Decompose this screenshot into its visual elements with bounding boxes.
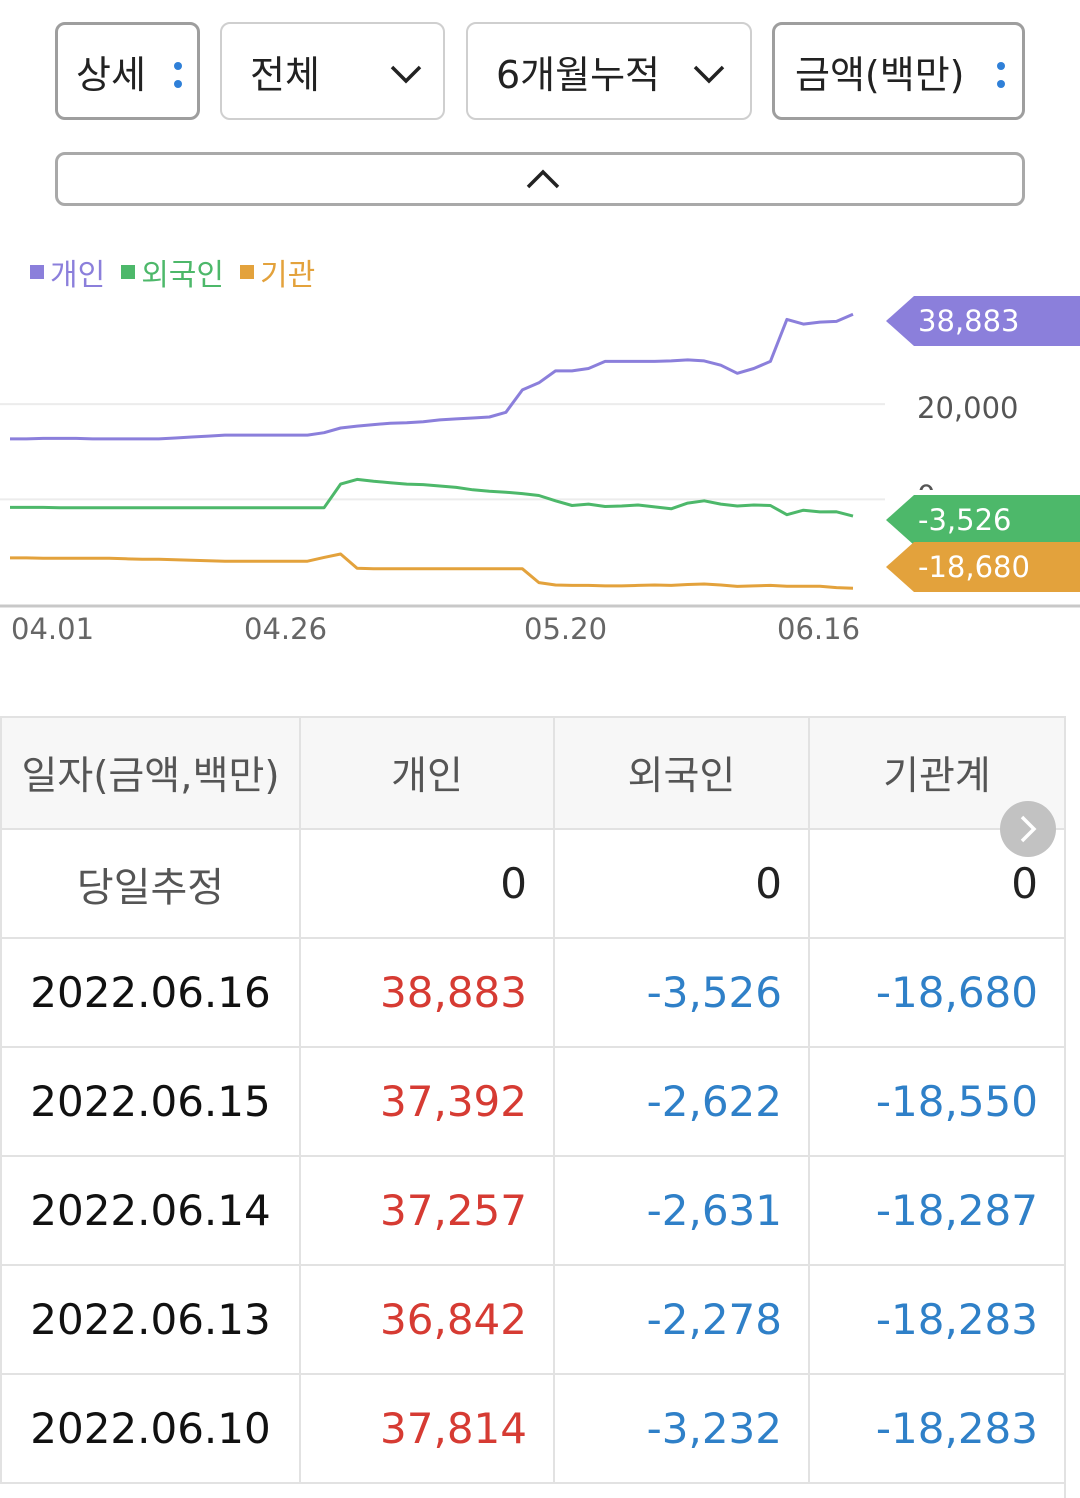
chevron-right-icon	[1020, 815, 1037, 843]
foreign-cell: -3,526	[553, 937, 810, 1048]
y-tick-label: 20,000	[917, 391, 1019, 425]
institution-cell: -18,550	[808, 1046, 1066, 1157]
chevron-down-icon	[390, 65, 422, 84]
foreign-cell: -2,631	[553, 1155, 810, 1266]
table-row: 2022.06.14 37,257 -2,631 -18,287	[0, 1155, 1066, 1266]
table-edge	[1064, 716, 1080, 1498]
table-row-today: 당일추정 0 0 0	[0, 828, 1066, 939]
legend-swatch	[240, 265, 255, 279]
legend-label: 외국인	[141, 258, 225, 293]
personal-cell: 37,814	[299, 1373, 555, 1484]
table-row: 2022.06.13 36,842 -2,278 -18,283	[0, 1264, 1066, 1375]
table-row: 2022.06.10 37,814 -3,232 -18,283	[0, 1373, 1066, 1484]
x-tick-label: 05.20	[524, 612, 608, 646]
end-value-tag-foreign: -3,526	[886, 495, 1080, 545]
personal-cell: 0	[299, 828, 555, 939]
foreign-cell: 0	[553, 828, 810, 939]
chevron-down-icon	[693, 65, 725, 84]
end-value-tag-institution: -18,680	[886, 542, 1080, 592]
period-label: 6개월누적	[496, 52, 661, 97]
institution-cell: -18,287	[808, 1155, 1066, 1266]
next-columns-button[interactable]	[1000, 801, 1056, 857]
foreign-cell: -3,232	[553, 1373, 810, 1484]
foreign-cell: -2,278	[553, 1264, 810, 1375]
table-header-row: 일자(금액,백만) 개인 외국인 기관계	[0, 716, 1066, 830]
unit-menu-button[interactable]: 금액(백만)	[772, 22, 1025, 120]
chevron-up-icon	[526, 169, 560, 189]
header-date: 일자(금액,백만)	[0, 716, 301, 830]
series-line-1	[10, 477, 854, 518]
x-tick-label: 04.26	[244, 612, 328, 646]
category-dropdown[interactable]: 전체	[220, 22, 445, 120]
unit-label: 금액(백만)	[795, 52, 965, 97]
date-cell: 2022.06.10	[0, 1373, 301, 1484]
series-line-2	[10, 552, 854, 590]
header-personal: 개인	[299, 716, 555, 830]
x-tick-label: 04.01	[11, 612, 95, 646]
y-tick-label: 0	[917, 478, 935, 490]
legend-swatch	[121, 265, 136, 279]
date-cell: 2022.06.14	[0, 1155, 301, 1266]
date-cell: 2022.06.16	[0, 937, 301, 1048]
foreign-cell: -2,622	[553, 1046, 810, 1157]
date-cell: 2022.06.15	[0, 1046, 301, 1157]
investor-trend-chart	[0, 312, 1080, 608]
more-options-icon	[174, 62, 182, 88]
detail-label: 상세	[76, 52, 146, 97]
investor-table: 일자(금액,백만) 개인 외국인 기관계 당일추정 0 0 0 2022.06.…	[0, 716, 1066, 1484]
legend-item-foreign: 외국인	[121, 250, 224, 294]
date-cell: 당일추정	[0, 828, 301, 939]
x-tick-label: 06.16	[777, 612, 861, 646]
institution-cell: -18,283	[808, 1373, 1066, 1484]
header-foreign: 외국인	[553, 716, 810, 830]
institution-cell: -18,283	[808, 1264, 1066, 1375]
end-value-tag-personal: 38,883	[886, 296, 1080, 346]
personal-cell: 37,257	[299, 1155, 555, 1266]
personal-cell: 37,392	[299, 1046, 555, 1157]
personal-cell: 38,883	[299, 937, 555, 1048]
institution-cell: 0	[808, 828, 1066, 939]
series-line-0	[10, 312, 854, 441]
legend-item-institution: 기관	[240, 250, 315, 294]
institution-cell: -18,680	[808, 937, 1066, 1048]
category-label: 전체	[250, 52, 320, 97]
collapse-chart-button[interactable]	[55, 152, 1025, 206]
detail-menu-button[interactable]: 상세	[55, 22, 200, 120]
table-row: 2022.06.16 38,883 -3,526 -18,680	[0, 937, 1066, 1048]
legend-swatch	[30, 265, 44, 279]
legend-label: 기관	[260, 258, 316, 293]
chart-legend: 개인 외국인 기관	[30, 250, 315, 294]
personal-cell: 36,842	[299, 1264, 555, 1375]
date-cell: 2022.06.13	[0, 1264, 301, 1375]
period-dropdown[interactable]: 6개월누적	[466, 22, 752, 120]
table-row: 2022.06.15 37,392 -2,622 -18,550	[0, 1046, 1066, 1157]
more-options-icon	[997, 62, 1005, 88]
legend-label: 개인	[50, 258, 106, 293]
legend-item-personal: 개인	[30, 250, 105, 294]
